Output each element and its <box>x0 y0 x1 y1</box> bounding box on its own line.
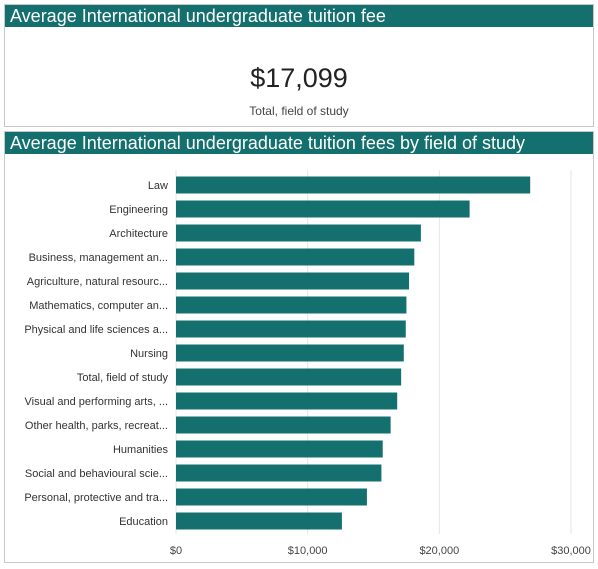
kpi-title: Average International undergraduate tuit… <box>5 5 593 27</box>
category-label: Other health, parks, recreat... <box>25 420 168 432</box>
category-label: Total, field of study <box>77 372 169 384</box>
category-label: Nursing <box>130 348 168 360</box>
bar[interactable] <box>176 224 421 242</box>
category-label: Visual and performing arts, ... <box>25 396 168 408</box>
category-label: Mathematics, computer an... <box>29 300 168 312</box>
chart-title: Average International undergraduate tuit… <box>5 132 593 154</box>
bar[interactable] <box>176 440 383 458</box>
bar[interactable] <box>176 272 410 290</box>
bar[interactable] <box>176 248 415 266</box>
bar[interactable] <box>176 464 382 482</box>
kpi-value: $17,099 <box>250 63 348 93</box>
kpi-card: Average International undergraduate tuit… <box>4 4 594 127</box>
category-label: Business, management an... <box>29 252 168 264</box>
category-label: Personal, protective and tra... <box>24 492 168 504</box>
bar[interactable] <box>176 320 406 338</box>
kpi-label: Total, field of study <box>249 104 349 118</box>
chart-card: Average International undergraduate tuit… <box>4 131 594 563</box>
x-tick-label: $20,000 <box>419 545 459 557</box>
bar[interactable] <box>176 512 342 530</box>
category-label: Physical and life sciences a... <box>24 324 168 336</box>
x-tick-label: $10,000 <box>288 545 328 557</box>
bar[interactable] <box>176 344 404 362</box>
bar[interactable] <box>176 200 470 218</box>
category-label: Social and behavioural scie... <box>25 468 168 480</box>
bar[interactable] <box>176 488 367 506</box>
category-label: Agriculture, natural resourc... <box>27 276 168 288</box>
x-tick-label: $0 <box>170 545 182 557</box>
x-tick-label: $30,000 <box>551 545 591 557</box>
bar[interactable] <box>176 176 531 194</box>
category-label: Engineering <box>109 204 168 216</box>
bar-chart: $0 $10,000 $20,000 $30,000 Law Engineering Arc… <box>24 170 591 557</box>
bar[interactable] <box>176 368 402 386</box>
bar[interactable] <box>176 296 407 314</box>
category-label: Humanities <box>113 444 169 456</box>
bar[interactable] <box>176 416 391 434</box>
category-label: Architecture <box>109 228 168 240</box>
category-label: Education <box>119 516 168 528</box>
category-label: Law <box>148 180 168 192</box>
bar[interactable] <box>176 392 398 410</box>
